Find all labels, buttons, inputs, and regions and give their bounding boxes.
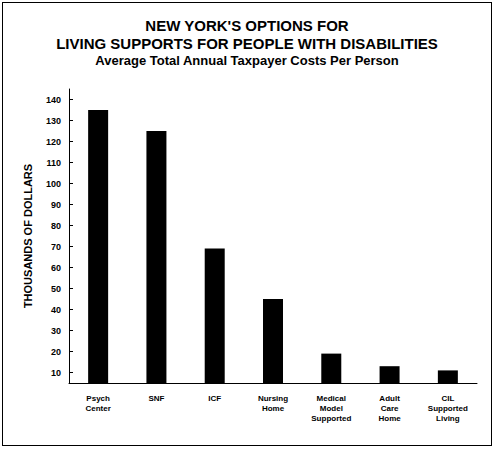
svg-text:Care: Care bbox=[381, 404, 399, 413]
svg-text:Psych: Psych bbox=[86, 394, 110, 403]
svg-text:60: 60 bbox=[51, 263, 61, 273]
svg-text:NEW YORK'S OPTIONS FOR: NEW YORK'S OPTIONS FOR bbox=[145, 17, 348, 34]
svg-text:130: 130 bbox=[46, 116, 61, 126]
svg-text:Center: Center bbox=[85, 404, 110, 413]
svg-text:THOUSANDS OF DOLLARS: THOUSANDS OF DOLLARS bbox=[22, 164, 34, 308]
svg-text:Home: Home bbox=[378, 414, 401, 423]
svg-text:20: 20 bbox=[51, 347, 61, 357]
svg-text:ICF: ICF bbox=[208, 394, 221, 403]
svg-text:Average Total Annual Taxpayer: Average Total Annual Taxpayer Costs Per … bbox=[95, 53, 398, 68]
svg-text:Adult: Adult bbox=[379, 394, 400, 403]
svg-text:10: 10 bbox=[51, 368, 61, 378]
svg-text:110: 110 bbox=[46, 158, 61, 168]
svg-text:Medical: Medical bbox=[317, 394, 346, 403]
svg-text:80: 80 bbox=[51, 221, 61, 231]
svg-text:Supported: Supported bbox=[311, 414, 351, 423]
svg-text:Nursing: Nursing bbox=[258, 394, 288, 403]
svg-text:CIL: CIL bbox=[441, 394, 454, 403]
svg-text:50: 50 bbox=[51, 284, 61, 294]
svg-text:30: 30 bbox=[51, 326, 61, 336]
svg-text:Model: Model bbox=[320, 404, 343, 413]
svg-text:70: 70 bbox=[51, 242, 61, 252]
svg-text:Home: Home bbox=[262, 404, 285, 413]
svg-text:SNF: SNF bbox=[148, 394, 164, 403]
svg-text:LIVING SUPPORTS FOR PEOPLE WIT: LIVING SUPPORTS FOR PEOPLE WITH DISABILI… bbox=[56, 35, 438, 52]
svg-text:Supported: Supported bbox=[428, 404, 468, 413]
svg-text:40: 40 bbox=[51, 305, 61, 315]
svg-text:120: 120 bbox=[46, 137, 61, 147]
svg-text:90: 90 bbox=[51, 200, 61, 210]
svg-text:100: 100 bbox=[46, 179, 61, 189]
svg-text:Living: Living bbox=[436, 414, 460, 423]
svg-text:140: 140 bbox=[46, 95, 61, 105]
